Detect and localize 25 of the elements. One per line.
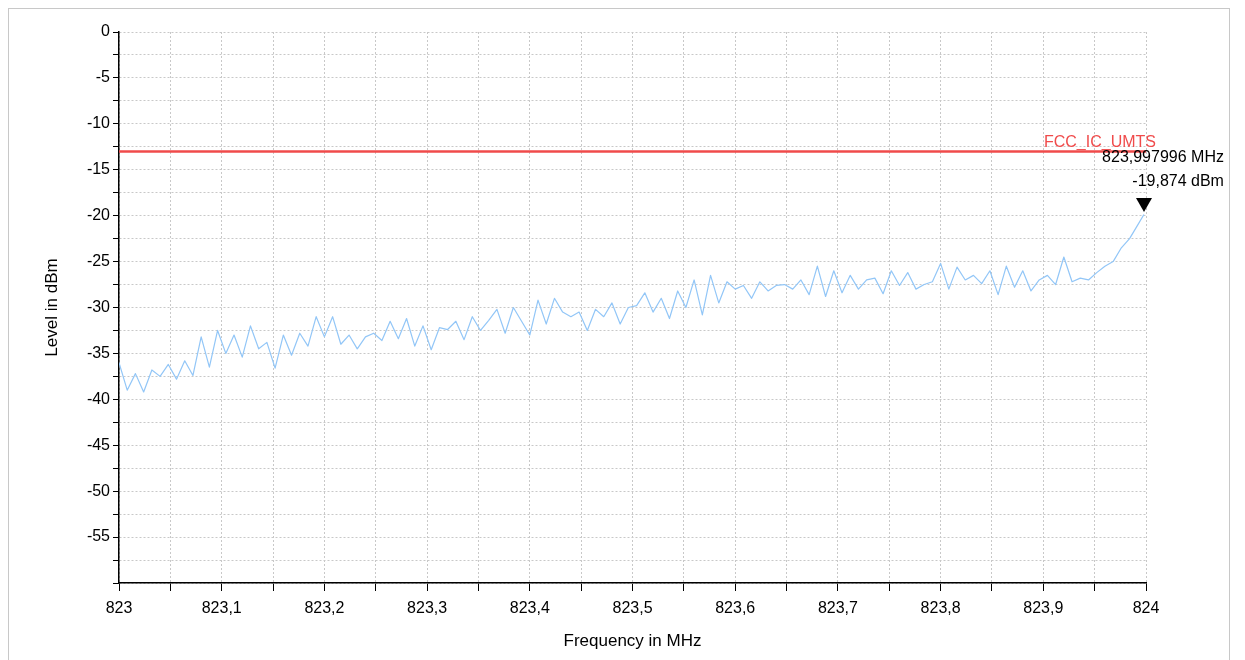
y-tick-label: -10 <box>86 114 111 132</box>
x-tick-label: 823,9 <box>1023 599 1064 617</box>
y-tick-label: -55 <box>86 527 111 545</box>
y-tick-label: -5 <box>95 68 111 86</box>
x-axis-title: Frequency in MHz <box>563 631 702 651</box>
y-tick-label: -40 <box>86 389 111 407</box>
y-axis-title: Level in dBm <box>41 258 61 357</box>
y-tick-label: -50 <box>86 481 111 499</box>
y-tick-label: -25 <box>86 251 111 269</box>
y-tick-label: -45 <box>86 435 111 453</box>
y-tick-label: -15 <box>86 160 111 178</box>
x-tick-label: 823,3 <box>407 599 448 617</box>
x-tick-label: 823,2 <box>304 599 345 617</box>
x-tick-label: 823,1 <box>201 599 242 617</box>
y-tick-label: -35 <box>86 343 111 361</box>
x-tick-label: 823,6 <box>715 599 756 617</box>
x-tick-label: 823,7 <box>817 599 859 617</box>
y-tick-label: -20 <box>86 206 111 224</box>
y-tick-label: 0 <box>101 22 111 40</box>
x-tick-label: 823 <box>105 599 133 617</box>
x-tick-label: 824 <box>1132 599 1160 617</box>
x-tick-label: 823,4 <box>509 599 550 617</box>
y-tick-label: -30 <box>86 297 111 315</box>
x-tick-label: 823,8 <box>920 599 961 617</box>
x-tick-label: 823,5 <box>612 599 653 617</box>
